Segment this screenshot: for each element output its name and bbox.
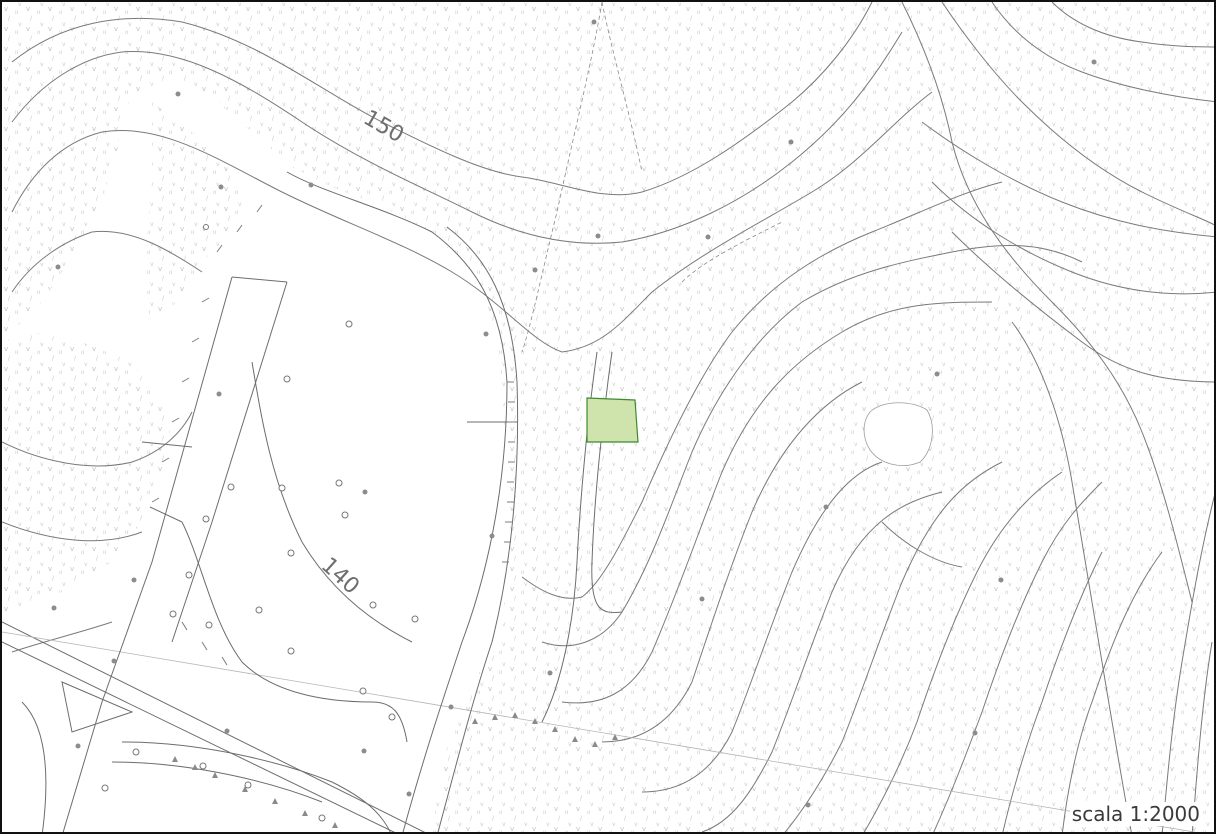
embankment-ticks xyxy=(151,204,515,666)
embankment-triangles xyxy=(172,712,618,828)
tree-symbols xyxy=(51,19,1097,808)
scale-label: scala 1:2000 xyxy=(1069,802,1202,826)
footpaths xyxy=(521,2,783,353)
tree-ring-symbols xyxy=(101,224,419,822)
clearings xyxy=(287,248,933,466)
highlighted-parcel[interactable] xyxy=(586,397,639,443)
roads xyxy=(2,171,1197,832)
contour-label-140: 140 xyxy=(316,553,364,600)
